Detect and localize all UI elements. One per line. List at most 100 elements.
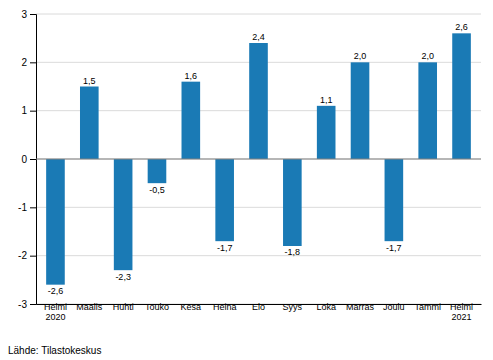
bar [182,82,201,159]
data-label: -1,7 [217,243,233,253]
data-label: 2,4 [252,32,265,42]
x-tick-label: Loka [316,302,336,312]
y-tick-label: -1 [18,202,27,213]
data-label: 2,6 [455,22,468,32]
x-tick-label: Kesä [181,302,202,312]
bar [215,159,234,241]
plot: -3-2-10123Helmi2020MaalisHuhtiToukoKesäH… [18,9,481,322]
y-tick-label: 3 [21,9,27,20]
x-tick: Helmi2021 [450,302,473,322]
x-tick-label-line: Loka [316,302,336,312]
x-tick-label: Heinä [213,302,237,312]
data-label: 1,6 [185,71,198,81]
grid [36,14,481,304]
x-tick: Helmi2020 [44,302,67,322]
y-axis: -3 -2 -1 0 1 2 3 [18,9,36,310]
data-label: 1,5 [83,76,96,86]
y-tick: -2 [18,250,36,261]
y-tick-mark [30,62,36,63]
x-tick: Touko [145,302,169,312]
x-tick-label-line: Touko [145,302,169,312]
x-tick-label: Joulu [383,302,405,312]
bar [283,159,302,246]
bar [249,43,268,159]
grid-line [36,207,481,208]
bar [114,159,133,270]
x-tick: Syys [283,302,303,312]
y-tick-label: -3 [18,299,27,310]
x-tick: Heinä [213,302,237,312]
x-tick-label: Elo [252,302,265,312]
y-tick-mark [30,111,36,112]
y-tick: -1 [18,202,36,213]
x-tick-label: Syys [283,302,303,312]
x-tick-label-line: Heinä [213,302,237,312]
x-tick: Kesä [181,302,202,312]
y-tick-mark [30,304,36,305]
bar [317,106,336,159]
x-tick-label-line: Marras [346,302,375,312]
x-tick-label: Helmi2021 [450,302,473,322]
data-label: -2,3 [115,272,131,282]
x-axis: Helmi2020MaalisHuhtiToukoKesäHeinäEloSyy… [37,302,482,322]
x-tick-label-line: Maalis [76,302,103,312]
data-labels: -2,6 1,5 -2,3 -0,5 1,6 -1,7 2,4 -1,8 1,1 2,0 -1,7 2… [48,22,468,296]
x-tick-label: Huhti [113,302,134,312]
x-tick-label-line: Helmi [450,302,473,312]
x-tick-label-line: Joulu [383,302,405,312]
x-tick: Loka [316,302,336,312]
y-tick: -3 [18,299,36,310]
x-tick: Maalis [76,302,103,312]
y-tick-label: 1 [21,105,27,116]
y-tick-label: -2 [18,250,27,261]
x-tick: Huhti [113,302,134,312]
x-tick-label-line: 2021 [452,312,472,322]
data-label: -1,8 [285,247,301,257]
x-tick-label-line: 2020 [45,312,65,322]
y-tick-mark [30,256,36,257]
y-tick-mark [30,14,36,15]
data-label: -0,5 [149,185,165,195]
x-tick-label-line: Helmi [44,302,67,312]
y-tick-mark [30,207,36,208]
chart: -3-2-10123Helmi2020MaalisHuhtiToukoKesäH… [0,0,493,360]
y-tick-mark [30,159,36,160]
data-label: 2,0 [421,51,434,61]
x-tick: Tammi [414,302,441,312]
x-tick-label-line: Syys [283,302,303,312]
x-tick-label: Touko [145,302,169,312]
bar [452,33,471,159]
grid-line [36,14,481,15]
bar [385,159,404,241]
bar [80,87,99,160]
grid-line [36,159,481,160]
y-tick: 0 [21,154,36,165]
bar [351,62,370,159]
bar [418,62,437,159]
data-label: 1,1 [320,95,333,105]
x-tick-label-line: Tammi [414,302,441,312]
x-tick-label: Tammi [414,302,441,312]
data-label: -1,7 [386,243,402,253]
x-tick-label: Maalis [76,302,103,312]
data-label: -2,6 [48,286,64,296]
y-axis-line [30,15,37,305]
source-note: Lähde: Tilastokeskus [8,345,101,356]
x-tick: Elo [252,302,265,312]
grid-line [36,255,481,256]
x-tick-label: Helmi2020 [44,302,67,322]
zero-line [36,158,481,159]
y-tick: 1 [21,105,36,116]
y-tick: 2 [21,57,36,68]
y-tick: 3 [21,9,36,20]
x-tick: Joulu [383,302,405,312]
data-label: 2,0 [354,51,367,61]
bar [46,159,65,285]
x-tick-label: Marras [346,302,375,312]
x-tick-label-line: Elo [252,302,265,312]
x-tick-label-line: Kesä [181,302,202,312]
x-tick: Marras [346,302,375,312]
y-tick-label: 2 [21,57,27,68]
bar [148,159,167,183]
y-tick-label: 0 [21,154,27,165]
